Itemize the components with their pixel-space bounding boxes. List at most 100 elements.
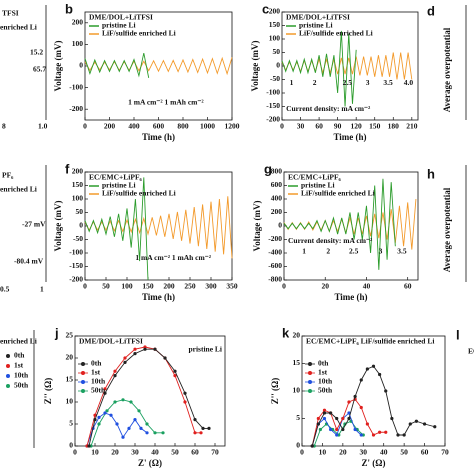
y-tick-label: 150 [72, 180, 84, 189]
fragment-text: 50th [14, 381, 29, 390]
legend-swatch [6, 354, 10, 358]
y-tick-label: 600 [271, 180, 283, 189]
impedance-point [173, 374, 177, 378]
impedance-point [145, 431, 149, 435]
y-tick-label: 800 [271, 167, 283, 176]
x-tick-label: 0 [83, 122, 87, 131]
y-tick-label: -600 [268, 261, 282, 270]
x-tick-label: 180 [388, 122, 400, 131]
legend-label: 0th [91, 359, 102, 368]
x-tick-label: 800 [177, 122, 189, 131]
fragment-text: 8 [2, 122, 6, 131]
y-tick-label: 100 [269, 34, 281, 43]
legend-label: pristine Li [102, 181, 136, 190]
y-axis-label: Voltage (mV) [53, 201, 63, 252]
impedance-point [133, 418, 137, 422]
impedance-point [384, 389, 388, 393]
fragment-text: Average overpotential [442, 27, 452, 112]
legend-label: 10th [91, 377, 106, 386]
x-tick-label: 40 [380, 448, 388, 457]
x-tick-label: 60 [404, 282, 412, 291]
x-axis-label: Z' (Ω) [362, 458, 386, 468]
fragment-text: 1 [40, 285, 44, 294]
y-tick-label: 200 [72, 167, 84, 176]
y-tick-label: -200 [268, 234, 282, 243]
impedance-point [371, 433, 376, 437]
y-tick-label: 0 [79, 221, 83, 230]
x-tick-label: 70 [441, 448, 449, 457]
annotation: 2.5 [343, 78, 353, 87]
panel-letter: d [427, 3, 435, 18]
plot-frame [74, 335, 226, 447]
impedance-point [322, 411, 327, 415]
voltage-line [84, 52, 150, 78]
fragment-text: 15.2 [30, 48, 43, 57]
annotation: 1 [302, 247, 306, 256]
fragment-text: PF₆ [2, 171, 14, 180]
legend-label: pristine Li [299, 21, 333, 30]
fragment-text: enriched Li [0, 185, 37, 194]
impedance-point [173, 369, 177, 373]
legend-label: 50th [318, 386, 333, 395]
impedance-point [347, 400, 351, 404]
impedance-point [310, 444, 314, 448]
y-tick-label: 100 [72, 194, 84, 203]
x-tick-label: 210 [406, 122, 418, 131]
x-tick-label: 0 [83, 282, 87, 291]
x-axis-label: Time (h) [333, 132, 366, 142]
impedance-point [113, 400, 117, 404]
panel-letter: c [262, 1, 269, 16]
x-tick-label: 50 [400, 448, 408, 457]
x-tick-label: 20 [339, 448, 347, 457]
impedance-point [402, 433, 406, 437]
x-tick-label: 400 [128, 122, 140, 131]
impedance-point [97, 415, 101, 419]
y-axis-label: Z'' (Ω) [270, 378, 280, 404]
x-tick-label: 50 [102, 282, 110, 291]
x-tick-label: 30 [360, 448, 368, 457]
legend-label: pristine Li [102, 21, 136, 30]
impedance-point [396, 433, 400, 437]
y-tick-label: -150 [266, 101, 280, 110]
impedance-point [335, 433, 339, 437]
legend-swatch [6, 364, 10, 368]
legend-label: LiF/sulfide enriched Li [299, 29, 373, 38]
annotation: 3.5 [383, 78, 393, 87]
x-tick-label: 20 [111, 448, 119, 457]
x-tick-label: 0 [280, 122, 284, 131]
legend-label: 1st [91, 368, 101, 377]
y-tick-label: 0 [296, 441, 300, 450]
impedance-point [103, 411, 107, 415]
impedance-point [97, 422, 101, 426]
y-tick-label: 400 [271, 194, 283, 203]
chart-title: DME/DOL+LiTFSI [79, 337, 143, 346]
impedance-point [161, 431, 165, 435]
impedance-point [207, 426, 211, 430]
impedance-point [408, 422, 412, 426]
impedance-point [335, 427, 339, 432]
y-tick-label: 5 [69, 419, 73, 428]
impedance-point [129, 400, 133, 404]
x-axis-label: Z' (Ω) [138, 458, 162, 468]
impedance-point [93, 418, 97, 422]
x-tick-label: 150 [369, 122, 381, 131]
annotation: 1 mA cm⁻² 1 mAh cm⁻² [135, 253, 211, 262]
impedance-point [359, 433, 363, 437]
y-tick-label: -400 [268, 248, 282, 257]
y-tick-label: 200 [269, 7, 281, 16]
impedance-point [103, 387, 107, 391]
impedance-point [133, 352, 137, 356]
legend-label: LiF/sulfide enriched Li [102, 189, 176, 198]
chart-title: DME/DOL+LiTFSI [286, 13, 350, 22]
annotation: 3 [366, 78, 370, 87]
y-tick-label: 0 [79, 61, 83, 70]
impedance-point [353, 394, 357, 399]
impedance-point [353, 427, 357, 432]
fragment-text: 10th [14, 371, 29, 380]
impedance-point [133, 347, 137, 351]
impedance-point [322, 408, 327, 412]
x-tick-label: 0 [73, 448, 77, 457]
y-tick-label: 200 [271, 207, 283, 216]
fragment-text: TFSI [2, 9, 19, 18]
y-tick-label: 15 [293, 358, 301, 367]
